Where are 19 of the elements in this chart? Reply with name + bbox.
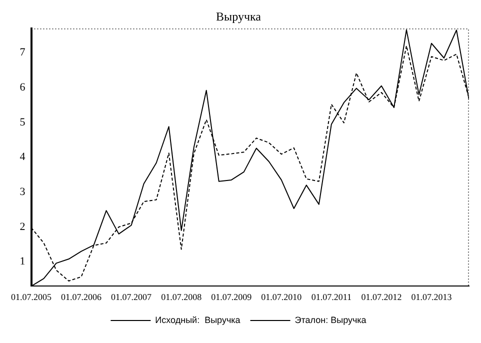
y-tick-label: 6 [20, 82, 26, 94]
y-tick-label: 3 [20, 186, 26, 198]
x-tick-label: 01.07.2013 [411, 292, 452, 302]
x-tick-label: 01.07.2006 [61, 292, 102, 302]
legend-label: Эталон: Выручка [294, 314, 366, 325]
y-tick-label: 2 [20, 220, 26, 233]
x-tick-label: 01.07.2005 [11, 292, 52, 302]
y-tick-label: 4 [20, 151, 26, 164]
y-tick-label: 7 [20, 46, 26, 59]
x-tick-label: 01.07.2010 [261, 292, 302, 302]
x-tick-label: 01.07.2009 [211, 292, 252, 302]
legend-label: Исходный: Выручка [155, 314, 240, 325]
x-tick-label: 01.07.2007 [111, 292, 152, 302]
y-tick-label: 5 [20, 116, 26, 128]
y-tick-label: 1 [20, 256, 26, 268]
x-tick-label: 01.07.2011 [311, 292, 352, 302]
chart-title: Выручка [216, 9, 262, 24]
x-tick-label: 01.07.2008 [161, 292, 202, 302]
x-tick-label: 01.07.2012 [361, 292, 402, 302]
